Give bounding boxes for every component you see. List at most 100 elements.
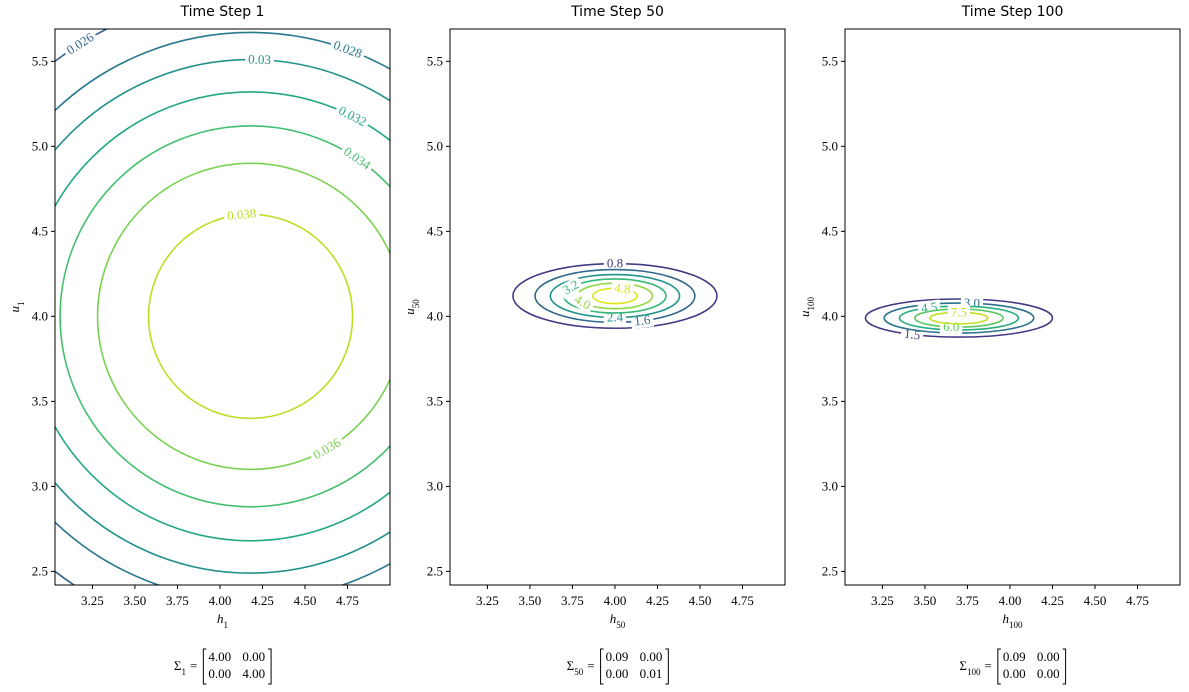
y-tick-label: 3.5 — [822, 393, 838, 408]
x-tick-label: 4.25 — [646, 593, 669, 608]
contours: 0.026 0.028 0.03 0.032 0.034 0.036 0.038 — [55, 29, 390, 585]
x-tick-label: 3.50 — [914, 593, 937, 608]
x-tick-label: 4.25 — [251, 593, 274, 608]
y-axis-label: u100 — [797, 297, 816, 318]
contour-label-group: 7.5 — [947, 304, 971, 320]
contour-line — [147, 213, 354, 420]
contours: 0.81.62.43.24.04.8 — [512, 256, 718, 330]
matrix-entry: 0.00 — [1037, 666, 1060, 681]
contour-label: 0.032 — [336, 103, 369, 130]
contour-label: 6.0 — [943, 319, 960, 335]
contour-label-group: 0.03 — [244, 51, 275, 68]
contours: 1.53.04.56.07.5 — [864, 295, 1054, 343]
x-tick-label: 4.75 — [336, 593, 359, 608]
y-tick-label: 5.0 — [427, 138, 443, 153]
x-tick-label: 3.25 — [871, 593, 894, 608]
matrix-entry: 0.01 — [640, 666, 663, 681]
contour-label: 7.5 — [951, 304, 967, 319]
y-tick-label: 5.5 — [822, 53, 838, 68]
panel: Time Step 1 3.25 3.50 3.75 4.00 4.25 4.50 4.75 2… — [7, 4, 391, 685]
matrix-entry: 0.00 — [1003, 666, 1026, 681]
matrix-bracket — [997, 648, 1001, 685]
matrix-entry: 0.00 — [640, 649, 663, 664]
contour-line — [59, 125, 390, 508]
contour-label-group: 6.0 — [939, 319, 963, 335]
contour-label-group: 0.034 — [338, 142, 376, 175]
y-tick-label: 5.5 — [427, 53, 443, 68]
panel: Time Step 50 3.25 3.50 3.75 4.00 4.25 4.50 4.75… — [402, 4, 786, 685]
x-axis-label: h100 — [1003, 611, 1024, 630]
contour-line — [55, 91, 390, 542]
covariance-symbol: Σ50 = — [567, 658, 595, 677]
matrix-entry: 0.00 — [606, 666, 629, 681]
contour-label: 0.8 — [607, 256, 623, 271]
panel: Time Step 100 3.25 3.50 3.75 4.00 4.25 4.50 4.7… — [797, 4, 1181, 685]
contour-label-group: 2.4 — [603, 309, 627, 325]
axes-frame — [54, 28, 391, 586]
contour-label-group: 0.032 — [333, 102, 372, 131]
matrix-entry: 0.00 — [1037, 649, 1060, 664]
x-tick-label: 3.25 — [476, 593, 499, 608]
contour-label-group: 4.0 — [569, 290, 596, 315]
contour-label: 0.038 — [226, 205, 256, 222]
y-tick-label: 3.5 — [427, 393, 443, 408]
matrix-entry: 4.00 — [242, 666, 265, 681]
covariance-annotation: Σ50 = 0.09 0.00 0.00 0.01 — [567, 648, 669, 685]
matrix-entry: 4.00 — [208, 649, 231, 664]
x-axis-label: h1 — [217, 611, 228, 630]
y-tick-label: 3.5 — [32, 393, 48, 408]
y-tick-label: 3.0 — [32, 478, 48, 493]
axes-frame — [844, 28, 1181, 586]
matrix-entry: 0.00 — [242, 649, 265, 664]
y-tick-label: 4.5 — [822, 223, 838, 238]
covariance-annotation: Σ100 = 0.09 0.00 0.00 0.00 — [959, 648, 1067, 685]
y-tick-label: 4.5 — [32, 223, 48, 238]
y-tick-label: 4.0 — [32, 308, 48, 323]
matrix-bracket — [665, 648, 669, 685]
y-tick-label: 3.0 — [427, 478, 443, 493]
matrix-entry: 0.09 — [1003, 649, 1026, 664]
y-tick-label: 4.0 — [427, 308, 443, 323]
panel-title: Time Step 100 — [961, 4, 1064, 20]
matrix-entry: 0.09 — [606, 649, 629, 664]
y-axis-label: u1 — [7, 302, 26, 313]
contour-label-group: 4.8 — [610, 280, 635, 298]
contour-label-group: 0.028 — [328, 36, 367, 63]
contour-label-group: 0.8 — [603, 256, 627, 271]
y-tick-label: 5.5 — [32, 53, 48, 68]
contour-line — [55, 29, 109, 585]
contour-label-group: 0.038 — [223, 205, 260, 224]
y-tick-label: 2.5 — [427, 563, 443, 578]
contour-line — [96, 162, 390, 471]
y-tick-label: 5.0 — [32, 138, 48, 153]
covariance-annotation: Σ1 = 4.00 0.00 0.00 4.00 — [174, 648, 272, 685]
covariance-symbol: Σ1 = — [174, 658, 197, 677]
panel-title: Time Step 50 — [570, 4, 664, 20]
x-tick-label: 4.50 — [294, 593, 317, 608]
x-tick-label: 4.75 — [1126, 593, 1149, 608]
y-tick-label: 2.5 — [822, 563, 838, 578]
contour-line — [55, 31, 390, 585]
x-tick-label: 4.00 — [209, 593, 232, 608]
matrix-bracket — [268, 648, 272, 685]
y-tick-label: 3.0 — [822, 478, 838, 493]
matrix-bracket — [600, 648, 604, 685]
y-tick-label: 4.0 — [822, 308, 838, 323]
contour-label: 4.0 — [572, 291, 594, 312]
x-tick-label: 4.00 — [999, 593, 1022, 608]
contour-line — [864, 298, 1054, 338]
matrix-bracket — [1062, 648, 1067, 685]
x-tick-label: 3.75 — [561, 593, 584, 608]
x-tick-label: 4.00 — [604, 593, 627, 608]
x-tick-label: 3.25 — [81, 593, 104, 608]
contour-label-group: 0.036 — [308, 434, 346, 464]
panel-title: Time Step 1 — [180, 4, 265, 20]
contour-label: 2.4 — [607, 309, 624, 324]
contour-label-group: 0.026 — [61, 29, 99, 60]
x-tick-label: 4.50 — [1084, 593, 1107, 608]
x-tick-label: 4.50 — [689, 593, 712, 608]
contour-label: 0.028 — [332, 37, 365, 61]
matrix-bracket — [202, 648, 207, 685]
y-tick-label: 2.5 — [32, 563, 48, 578]
